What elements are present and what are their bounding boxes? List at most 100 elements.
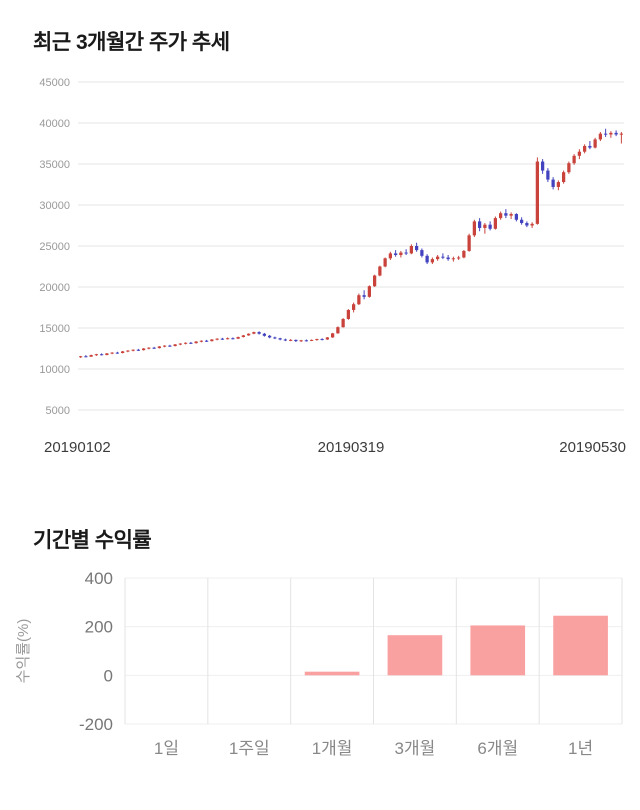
y-tick-label: 0 [104, 666, 113, 685]
candle-body [462, 250, 466, 258]
candle-body [582, 145, 587, 152]
candle-body [178, 343, 183, 345]
candle-body [257, 332, 261, 334]
candle-body [236, 337, 240, 339]
category-label: 1개월 [312, 739, 353, 758]
candle-body [231, 338, 235, 340]
candle-body [404, 252, 408, 254]
return-bar [304, 671, 360, 676]
candle-body [325, 337, 330, 340]
candle-body [215, 338, 219, 340]
candle-body [152, 347, 156, 349]
candle-body [351, 304, 356, 310]
y-tick-label: 10000 [39, 364, 70, 376]
return-bar [553, 615, 608, 676]
category-label: 1주일 [229, 739, 270, 758]
candle-body [220, 338, 225, 340]
candle-body [89, 355, 93, 357]
candle-body [603, 133, 608, 135]
candle-body [294, 339, 298, 342]
candle-body [525, 223, 529, 226]
candle-body [619, 133, 624, 135]
candle-body [572, 155, 576, 164]
candle-body [241, 335, 246, 338]
candle-body [372, 275, 377, 287]
candle-body [309, 339, 314, 341]
candle-body [199, 340, 204, 342]
candle-body [367, 286, 372, 297]
candle-body [409, 246, 414, 254]
candle-body [194, 341, 198, 344]
x-tick-label: 20190102 [44, 439, 111, 456]
candle-body [378, 266, 382, 276]
y-tick-label: 45000 [39, 77, 70, 89]
price-trend-title: 최근 3개월간 주가 추세 [33, 31, 230, 54]
candle-body [315, 339, 319, 341]
y-tick-label: 20000 [39, 282, 70, 294]
category-label: 3개월 [395, 739, 436, 758]
category-label: 1년 [568, 739, 593, 758]
candle-body [341, 318, 345, 328]
candle-body [588, 145, 592, 148]
candle-body [210, 339, 214, 342]
candle-body [162, 345, 167, 347]
candle-body [519, 219, 524, 224]
candle-body [556, 182, 561, 187]
candle-body [225, 338, 230, 340]
y-tick-label: 25000 [39, 241, 70, 253]
candle-body [388, 253, 393, 259]
candle-body [304, 340, 309, 342]
candle-body [609, 132, 613, 135]
candle-body [451, 258, 456, 260]
x-tick-label: 20190530 [559, 439, 626, 456]
candle-body [435, 256, 440, 260]
returns-bar-chart: 400 200 0 -200 1일 1주일 1개월 3개월 6개월 1년 수익률(%) [15, 569, 623, 758]
candle-body [168, 345, 172, 347]
candle-body [535, 161, 540, 224]
return-bar [470, 625, 526, 676]
candle-body [283, 339, 288, 341]
candle-body [530, 223, 534, 226]
candle-body [346, 309, 351, 319]
candle-body [94, 354, 99, 356]
y-tick-label: 15000 [39, 323, 70, 335]
candle-body [362, 295, 366, 297]
candle-body [561, 172, 566, 183]
price-trend-section: 최근 3개월간 주가 추세 45000 40000 35000 30000 25000 2… [33, 31, 626, 456]
candle-body [498, 213, 503, 219]
candle-body [320, 339, 324, 341]
candle-body [120, 351, 125, 354]
candle-body [393, 253, 398, 256]
candle-body [173, 344, 177, 347]
candle-body [483, 224, 487, 228]
candle-body [84, 356, 88, 358]
candle-body [514, 214, 519, 220]
candle-body [509, 214, 513, 216]
returns-title: 기간별 수익률 [33, 529, 152, 552]
candle-body [105, 353, 109, 356]
candle-body [78, 356, 83, 358]
candle-body [267, 335, 272, 338]
candle-body [252, 332, 256, 334]
candle-body [593, 139, 597, 148]
candle-body [577, 151, 582, 156]
candle-body [477, 221, 482, 228]
candle-body [546, 170, 550, 180]
candle-body [136, 349, 141, 351]
x-tick-label: 20190319 [318, 439, 385, 456]
y-tick-label: -200 [79, 715, 113, 734]
y-tick-label: 200 [85, 618, 113, 637]
candle-body [110, 352, 114, 354]
y-axis-title: 수익률(%) [15, 619, 32, 684]
candle-body [488, 224, 492, 229]
candle-body [383, 258, 387, 267]
candle-body [614, 132, 618, 135]
candle-body [288, 339, 293, 341]
y-tick-label: 400 [85, 569, 113, 588]
y-tick-label: 5000 [46, 405, 70, 417]
return-bar [387, 635, 443, 676]
price-candlestick-chart: 45000 40000 35000 30000 25000 20000 15000 10000… [39, 77, 626, 456]
candle-body [126, 350, 130, 352]
candle-body [540, 161, 545, 171]
